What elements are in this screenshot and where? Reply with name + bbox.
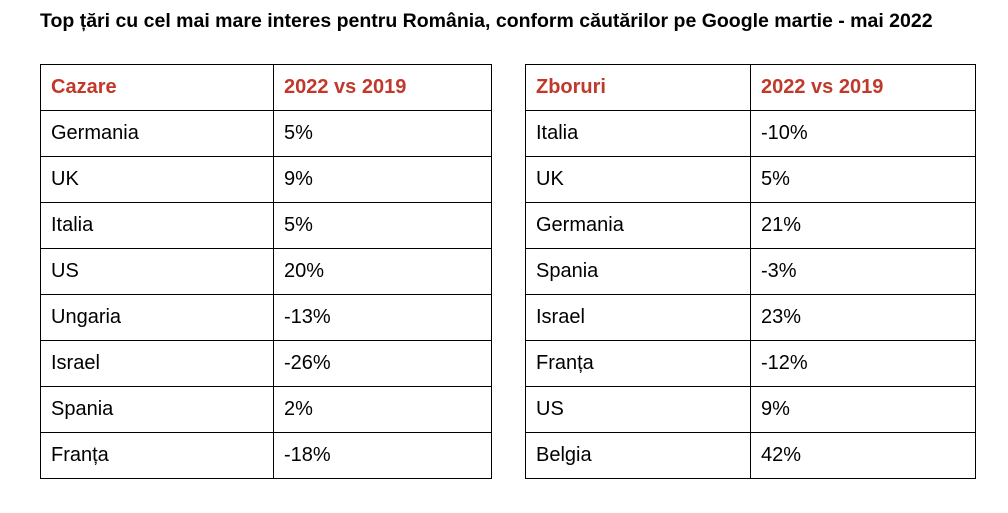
country-cell: Israel [525,294,751,341]
country-cell: UK [40,156,274,203]
table-row: Germania 21% [525,202,976,249]
table-row: Spania 2% [40,386,492,433]
country-cell: Franța [525,340,751,387]
column-header-country: Cazare [40,64,274,111]
change-cell: -12% [750,340,976,387]
change-cell: 2% [273,386,492,433]
change-cell: 9% [273,156,492,203]
change-cell: -3% [750,248,976,295]
table-row: Italia 5% [40,202,492,249]
table-row: US 9% [525,386,976,433]
table-row: Franța -18% [40,432,492,479]
change-cell: -18% [273,432,492,479]
table-row: Italia -10% [525,110,976,157]
table-row: Germania 5% [40,110,492,157]
country-cell: Germania [40,110,274,157]
table-row: Belgia 42% [525,432,976,479]
column-header-change: 2022 vs 2019 [750,64,976,111]
country-cell: Italia [40,202,274,249]
change-cell: -13% [273,294,492,341]
country-cell: Italia [525,110,751,157]
accommodation-table: Cazare 2022 vs 2019 Germania 5% UK 9% Italia 5%… [40,64,492,479]
change-cell: 5% [273,110,492,157]
column-header-country: Zboruri [525,64,751,111]
change-cell: 20% [273,248,492,295]
change-cell: -10% [750,110,976,157]
table-row: Israel 23% [525,294,976,341]
flights-table: Zboruri 2022 vs 2019 Italia -10% UK 5% Germani… [525,64,976,479]
table-row: US 20% [40,248,492,295]
column-header-change: 2022 vs 2019 [273,64,492,111]
change-cell: 9% [750,386,976,433]
country-cell: US [525,386,751,433]
page-title: Top țări cu cel mai mare interes pentru … [40,10,933,32]
table-row: UK 9% [40,156,492,203]
country-cell: Spania [40,386,274,433]
table-header-row: Zboruri 2022 vs 2019 [525,64,976,111]
table-row: Spania -3% [525,248,976,295]
country-cell: Belgia [525,432,751,479]
country-cell: Franța [40,432,274,479]
table-row: UK 5% [525,156,976,203]
country-cell: UK [525,156,751,203]
country-cell: Spania [525,248,751,295]
table-row: Ungaria -13% [40,294,492,341]
change-cell: 5% [273,202,492,249]
country-cell: Germania [525,202,751,249]
change-cell: 21% [750,202,976,249]
country-cell: US [40,248,274,295]
change-cell: 5% [750,156,976,203]
change-cell: 23% [750,294,976,341]
table-row: Franța -12% [525,340,976,387]
country-cell: Israel [40,340,274,387]
country-cell: Ungaria [40,294,274,341]
table-header-row: Cazare 2022 vs 2019 [40,64,492,111]
change-cell: 42% [750,432,976,479]
table-row: Israel -26% [40,340,492,387]
change-cell: -26% [273,340,492,387]
